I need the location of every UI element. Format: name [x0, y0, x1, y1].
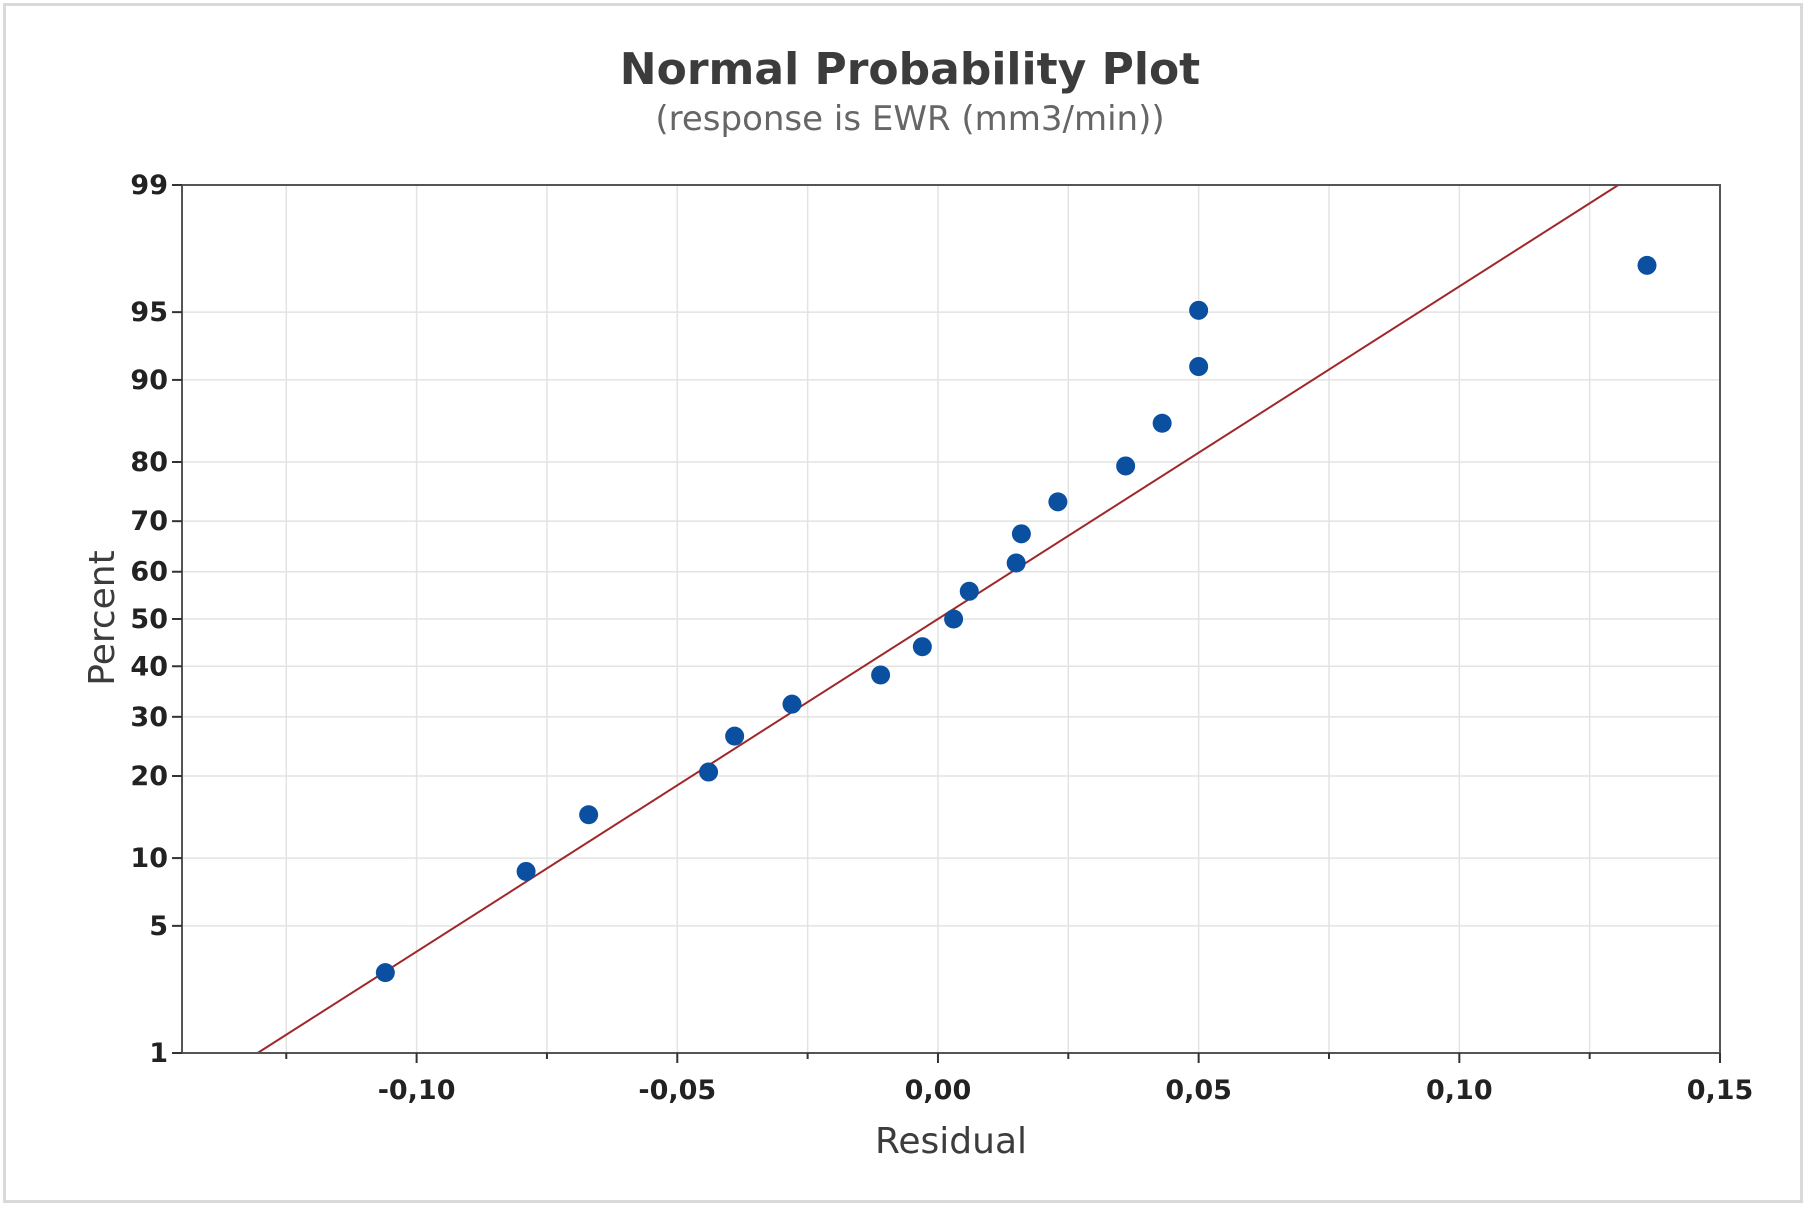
- data-point: [1048, 492, 1068, 512]
- y-tick-label: 80: [130, 447, 168, 478]
- y-tick-label: 95: [130, 297, 168, 328]
- data-point: [959, 581, 979, 601]
- chart-subtitle: (response is EWR (mm3/min)): [655, 99, 1164, 139]
- x-tick-label: 0,15: [1687, 1075, 1754, 1106]
- data-point: [912, 637, 932, 657]
- x-tick-label: 0,05: [1165, 1075, 1232, 1106]
- data-point: [1189, 300, 1209, 320]
- normal-probability-chart: Normal Probability Plot (response is EWR…: [82, 44, 1754, 1162]
- data-point: [1637, 255, 1657, 275]
- y-tick-label: 99: [130, 170, 168, 201]
- data-point: [1006, 553, 1026, 573]
- data-point: [516, 861, 536, 881]
- x-tick-label: 0,10: [1426, 1075, 1493, 1106]
- x-axis-label: Residual: [875, 1121, 1027, 1162]
- data-point: [944, 609, 964, 629]
- data-point: [1189, 357, 1209, 377]
- data-point: [1116, 456, 1136, 476]
- data-point: [782, 694, 802, 714]
- y-tick-label: 50: [130, 604, 168, 635]
- y-axis-ticks: 1 5 10 20 30 40 50 60 70 80 90 95 99: [130, 170, 182, 1069]
- fit-line: [257, 184, 1619, 1054]
- data-point: [871, 665, 891, 685]
- data-point: [1152, 413, 1172, 433]
- chart-title: Normal Probability Plot: [620, 44, 1200, 95]
- data-point: [1011, 524, 1031, 544]
- data-points: [375, 255, 1657, 983]
- data-point: [375, 963, 395, 983]
- data-point: [699, 762, 719, 782]
- y-tick-label: 1: [149, 1038, 168, 1069]
- y-tick-label: 60: [130, 557, 168, 588]
- y-tick-label: 10: [130, 843, 168, 874]
- y-tick-label: 90: [130, 365, 168, 396]
- chart-frame: Normal Probability Plot (response is EWR…: [3, 3, 1803, 1203]
- x-axis-ticks: -0,10 -0,05 0,00 0,05 0,10 0,15: [285, 1053, 1754, 1106]
- y-tick-label: 5: [149, 911, 168, 942]
- x-tick-label: -0,10: [378, 1075, 456, 1106]
- y-axis-label: Percent: [82, 550, 123, 685]
- y-tick-label: 40: [130, 651, 168, 682]
- data-point: [725, 726, 745, 746]
- x-tick-label: -0,05: [638, 1075, 716, 1106]
- y-tick-label: 20: [130, 761, 168, 792]
- x-tick-label: 0,00: [905, 1075, 972, 1106]
- y-tick-label: 70: [130, 506, 168, 537]
- y-tick-label: 30: [130, 702, 168, 733]
- data-point: [579, 805, 599, 825]
- fit-line-layer: [257, 184, 1619, 1054]
